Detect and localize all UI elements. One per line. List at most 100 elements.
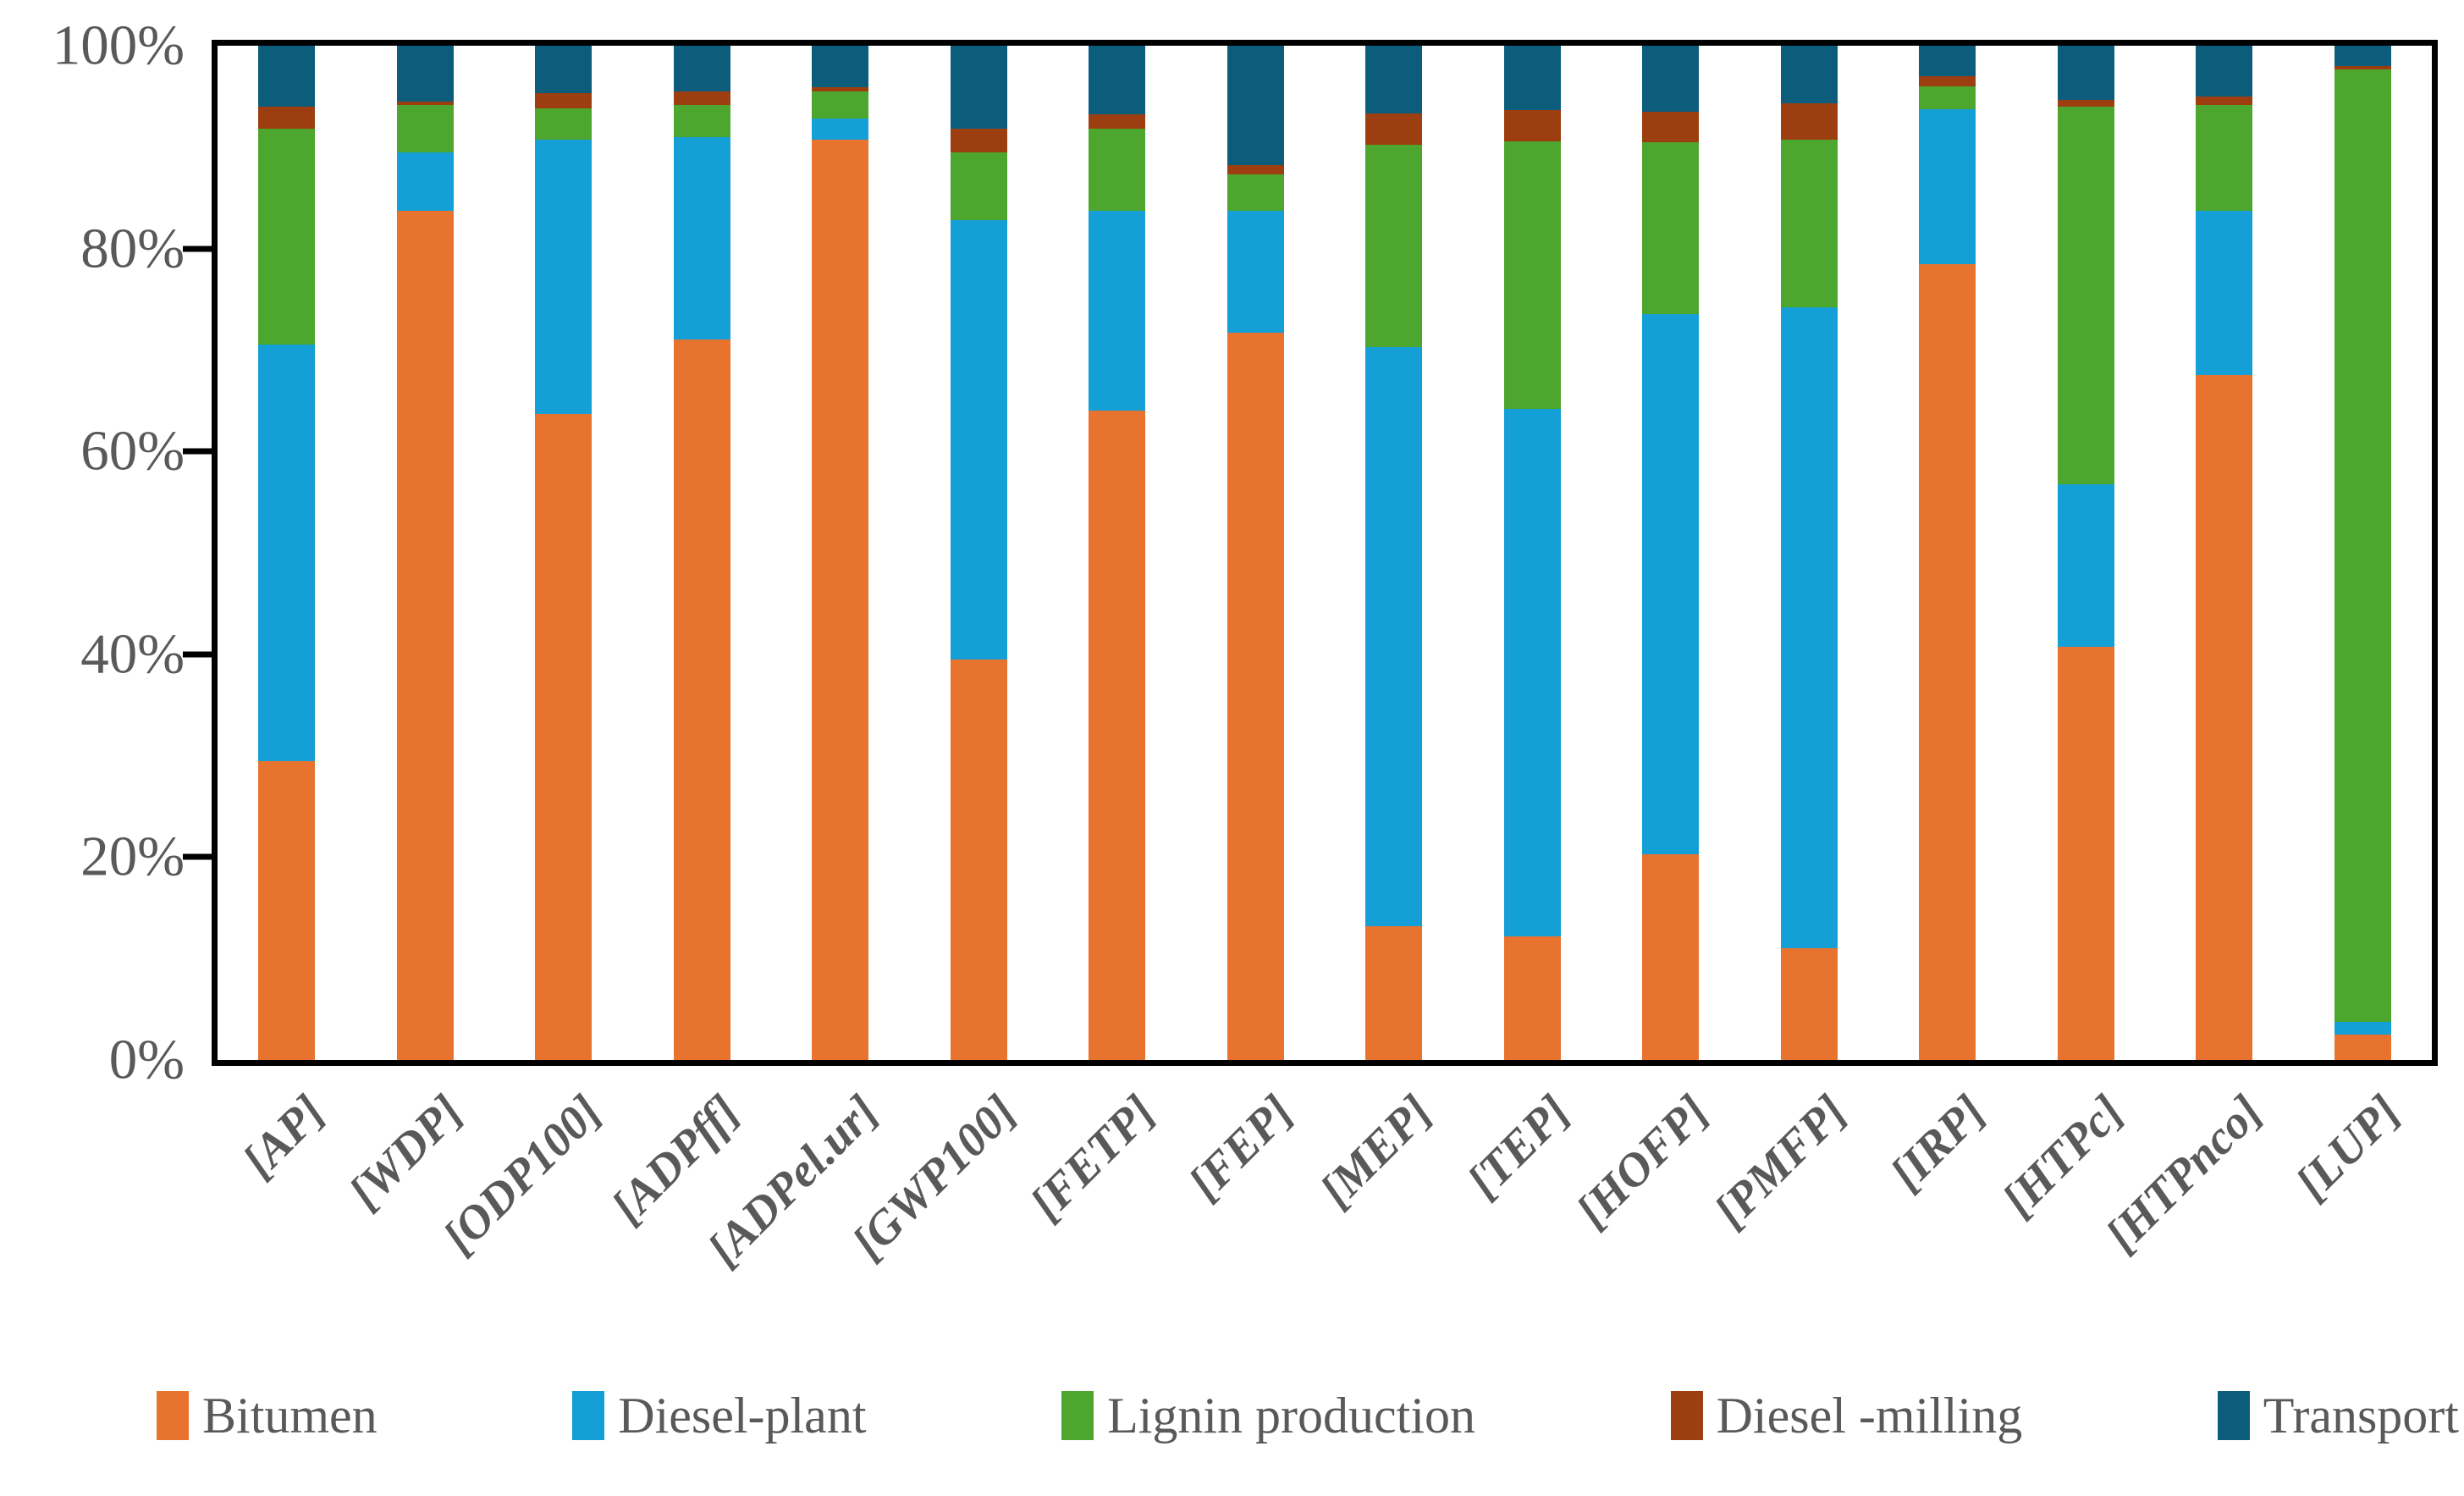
category-cell bbox=[2155, 46, 2294, 1060]
bar-segment bbox=[1780, 948, 1838, 1060]
bar-segment bbox=[2334, 46, 2391, 66]
category-cell bbox=[1740, 46, 1879, 1060]
bar-segment bbox=[1365, 145, 1423, 347]
bar-segment bbox=[2057, 483, 2114, 648]
category-cell bbox=[1878, 46, 2017, 1060]
y-tick-label: 100% bbox=[52, 14, 185, 77]
bar-segment bbox=[1919, 75, 1976, 86]
bar-segment bbox=[1089, 129, 1146, 212]
stacked-bar bbox=[396, 46, 454, 1060]
x-category-label: [AP] bbox=[232, 1085, 335, 1188]
category-cell bbox=[1464, 46, 1602, 1060]
x-category-label: [MEP] bbox=[1309, 1085, 1442, 1217]
bar-segment bbox=[258, 760, 316, 1060]
category-cell bbox=[910, 46, 1049, 1060]
legend-label: Bitumen bbox=[202, 1388, 378, 1444]
bar-segment bbox=[812, 46, 869, 88]
bar-segment bbox=[2334, 1021, 2391, 1035]
stacked-bar bbox=[535, 46, 593, 1060]
x-category-label: [HTPc] bbox=[1993, 1085, 2134, 1227]
bar-segment bbox=[2057, 99, 2114, 107]
stacked-bar bbox=[1503, 46, 1561, 1060]
bar-segment bbox=[258, 106, 316, 130]
x-category-label: [IRP] bbox=[1880, 1085, 1996, 1201]
category-cell bbox=[1325, 46, 1464, 1060]
y-tick-label: 60% bbox=[80, 419, 185, 483]
stacked-bar bbox=[1642, 46, 1700, 1060]
bar-segment bbox=[535, 108, 593, 141]
bar-segment bbox=[2057, 46, 2114, 100]
bar-segment bbox=[1365, 925, 1423, 1060]
bar-segment bbox=[950, 152, 1007, 221]
y-tick-mark bbox=[183, 246, 212, 252]
bar-segment bbox=[396, 211, 454, 1060]
y-tick-mark bbox=[183, 448, 212, 455]
bar-segment bbox=[2196, 375, 2253, 1060]
x-category-label: [TEP] bbox=[1457, 1085, 1580, 1208]
stacked-bar bbox=[1780, 46, 1838, 1060]
bar-segment bbox=[1919, 46, 1976, 76]
bar-segment bbox=[1642, 111, 1700, 142]
bar-segment bbox=[1226, 211, 1284, 334]
legend-item: Transport bbox=[2217, 1390, 2459, 1441]
y-tick-label: 40% bbox=[80, 622, 185, 686]
bar-segment bbox=[2057, 647, 2114, 1060]
category-cell bbox=[1048, 46, 1187, 1060]
bar-segment bbox=[1226, 174, 1284, 212]
category-cell bbox=[494, 46, 633, 1060]
bar-segment bbox=[812, 140, 869, 1060]
bar-segment bbox=[2334, 1035, 2391, 1060]
x-category-label: [FEP] bbox=[1178, 1085, 1304, 1211]
bar-segment bbox=[1365, 113, 1423, 146]
bar-segment bbox=[1780, 307, 1838, 949]
legend-item: Diesel -milling bbox=[1670, 1390, 2022, 1441]
bar-segment bbox=[1919, 263, 1976, 1060]
stacked-bar bbox=[2334, 46, 2391, 1060]
bar-segment bbox=[950, 220, 1007, 660]
x-category-label: [HOFP] bbox=[1566, 1085, 1719, 1239]
bar-segment bbox=[950, 659, 1007, 1060]
y-tick-label: 0% bbox=[108, 1028, 185, 1091]
stacked-bar bbox=[2196, 46, 2253, 1060]
bar-segment bbox=[1089, 411, 1146, 1060]
y-tick-mark bbox=[183, 853, 212, 860]
category-cell bbox=[2017, 46, 2156, 1060]
bar-segment bbox=[1780, 46, 1838, 104]
bar-segment bbox=[1365, 346, 1423, 926]
stacked-bar bbox=[2057, 46, 2114, 1060]
bar-segment bbox=[673, 339, 730, 1060]
legend-item: Diesel-plant bbox=[572, 1390, 866, 1441]
bar-segment bbox=[258, 46, 316, 107]
bar-segment bbox=[812, 87, 869, 91]
bar-segment bbox=[1226, 46, 1284, 166]
legend-label: Lignin production bbox=[1107, 1388, 1476, 1444]
bar-segment bbox=[1089, 211, 1146, 411]
legend-swatch bbox=[1061, 1391, 1094, 1440]
legend-item: Bitumen bbox=[157, 1390, 378, 1441]
x-category-label: [LUP] bbox=[2285, 1085, 2411, 1211]
bar-segment bbox=[1503, 408, 1561, 936]
category-cell bbox=[218, 46, 356, 1060]
bar-segment bbox=[1503, 141, 1561, 409]
legend: Bitumen Diesel-plant Lignin production Dies… bbox=[157, 1390, 2459, 1441]
bar-segment bbox=[1642, 853, 1700, 1060]
stacked-bar bbox=[1089, 46, 1146, 1060]
stacked-bar bbox=[812, 46, 869, 1060]
bar-segment bbox=[396, 46, 454, 102]
bar-segment bbox=[396, 101, 454, 105]
bar-segment bbox=[535, 413, 593, 1060]
category-cell bbox=[2294, 46, 2433, 1060]
bar-segment bbox=[1642, 46, 1700, 112]
bar-segment bbox=[950, 46, 1007, 130]
category-cell bbox=[356, 46, 495, 1060]
category-cell bbox=[1187, 46, 1326, 1060]
bar-segment bbox=[2334, 69, 2391, 1022]
x-category-label: [FETP] bbox=[1020, 1085, 1166, 1231]
y-tick-label: 80% bbox=[80, 217, 185, 280]
category-cell bbox=[633, 46, 772, 1060]
bar-segment bbox=[1642, 314, 1700, 854]
bar-segment bbox=[1365, 46, 1423, 114]
stacked-bar bbox=[1365, 46, 1423, 1060]
bar-segment bbox=[673, 46, 730, 91]
bar-segment bbox=[2196, 104, 2253, 212]
